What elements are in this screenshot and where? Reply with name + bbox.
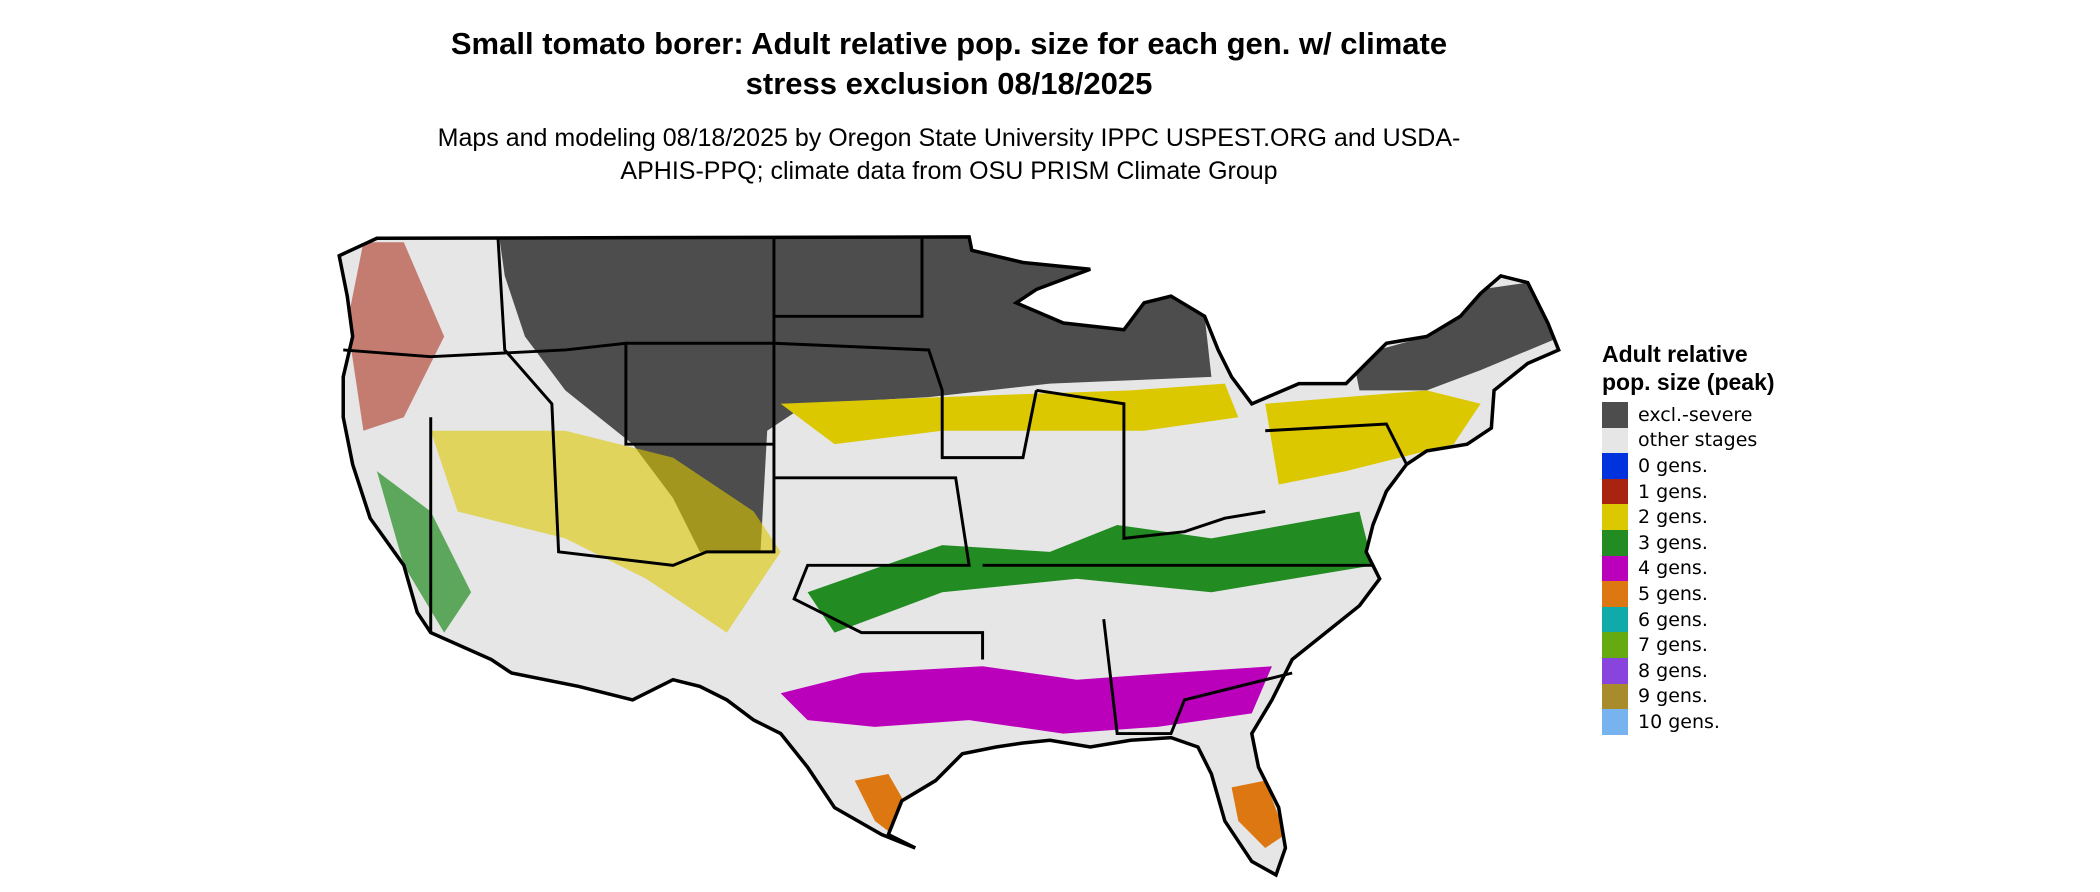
subtitle: Maps and modeling 08/18/2025 by Oregon S… bbox=[437, 124, 1461, 185]
zone-2gen bbox=[1265, 390, 1481, 485]
legend-item: 4 gens. bbox=[1602, 555, 1792, 582]
legend-label: 3 gens. bbox=[1638, 531, 1708, 554]
legend-swatch bbox=[1602, 581, 1628, 607]
legend-swatch bbox=[1602, 529, 1628, 556]
border bbox=[1036, 388, 1266, 541]
legend-item: 9 gens. bbox=[1602, 683, 1792, 710]
legend-item: 6 gens. bbox=[1602, 606, 1792, 633]
legend-item: excl.-severe bbox=[1602, 402, 1792, 428]
legend-label: other stages bbox=[1638, 429, 1758, 452]
legend-item: 1 gens. bbox=[1602, 478, 1792, 505]
legend-label: excl.-severe bbox=[1638, 403, 1753, 426]
border bbox=[773, 476, 985, 660]
legend-swatch bbox=[1602, 657, 1628, 684]
legend-swatch bbox=[1602, 453, 1628, 479]
border bbox=[625, 341, 1038, 460]
legend-label: 4 gens. bbox=[1638, 557, 1708, 580]
legend-title: Adult relative pop. size (peak) bbox=[1602, 341, 1775, 395]
legend-label: 0 gens. bbox=[1638, 454, 1708, 477]
legend-label: 9 gens. bbox=[1638, 685, 1708, 708]
zone-3gen bbox=[807, 511, 1373, 633]
zones bbox=[347, 236, 1559, 848]
legend-swatch bbox=[1602, 478, 1628, 505]
legend-swatch bbox=[1602, 683, 1628, 710]
legend-item: 3 gens. bbox=[1602, 529, 1792, 556]
zone-5gen bbox=[1231, 780, 1286, 848]
map-body bbox=[337, 235, 1561, 878]
legend-swatch bbox=[1602, 555, 1628, 582]
legend-swatch bbox=[1602, 606, 1628, 633]
legend-label: 5 gens. bbox=[1638, 582, 1708, 605]
legend-item: 7 gens. bbox=[1602, 632, 1792, 658]
legend-swatch bbox=[1602, 504, 1628, 530]
zone-2gen bbox=[430, 430, 781, 633]
border bbox=[496, 236, 776, 567]
legend-items: excl.-severe other stages 0 gens. 1 gens. 2 … bbox=[1602, 402, 1792, 735]
legend: Adult relative pop. size (peak) excl.-se… bbox=[1602, 340, 1792, 735]
border bbox=[343, 341, 774, 446]
legend-label: 2 gens. bbox=[1638, 506, 1708, 529]
zone-4gen bbox=[780, 666, 1272, 734]
zone-3gen bbox=[376, 471, 472, 633]
country-outline bbox=[337, 235, 1561, 878]
border bbox=[1265, 422, 1408, 466]
legend-item: 8 gens. bbox=[1602, 657, 1792, 684]
legend-item: 10 gens. bbox=[1602, 709, 1792, 735]
legend-label: 7 gens. bbox=[1638, 634, 1708, 657]
title: Small tomato borer: Adult relative pop. … bbox=[450, 26, 1448, 101]
legend-swatch bbox=[1602, 632, 1628, 658]
state-borders bbox=[343, 236, 1408, 736]
legend-label: 8 gens. bbox=[1638, 659, 1708, 682]
border bbox=[1102, 618, 1293, 736]
legend-swatch bbox=[1602, 427, 1628, 454]
legend-item: 0 gens. bbox=[1602, 453, 1792, 479]
legend-label: 10 gens. bbox=[1638, 710, 1720, 733]
legend-label: 1 gens. bbox=[1638, 480, 1708, 503]
legend-label: 6 gens. bbox=[1638, 608, 1708, 631]
zone-excluded bbox=[1352, 282, 1559, 391]
legend-item: 5 gens. bbox=[1602, 581, 1792, 607]
legend-item: 2 gens. bbox=[1602, 504, 1792, 530]
legend-swatch bbox=[1602, 402, 1628, 428]
zone-1gen bbox=[347, 242, 445, 431]
border bbox=[773, 236, 924, 318]
legend-item: other stages bbox=[1602, 427, 1792, 454]
legend-swatch bbox=[1602, 709, 1628, 735]
